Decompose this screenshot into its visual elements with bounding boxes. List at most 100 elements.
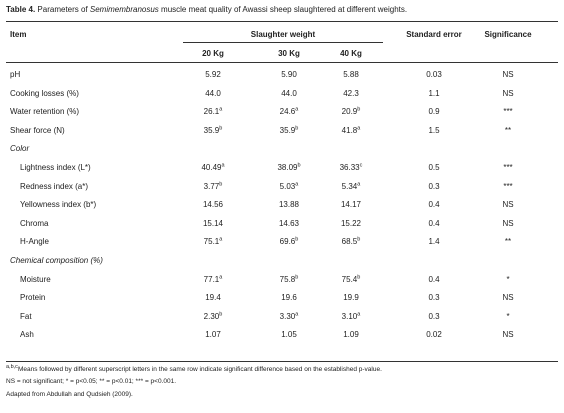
value-30kg: 1.05: [259, 330, 319, 340]
standard-error-value: 0.5: [428, 163, 440, 172]
caption-text-before: Parameters of: [35, 5, 90, 14]
standard-error-value: 0.3: [428, 182, 440, 191]
cell-value: 35.9: [203, 126, 220, 135]
cell-value: 75.4: [341, 275, 358, 284]
value-30kg: 75.8b: [259, 275, 319, 285]
standard-error-value: 1.4: [428, 237, 440, 246]
header-slaughter-weight: Slaughter weight: [250, 30, 316, 39]
table-caption: Table 4. Parameters of Semimembranosus m…: [6, 5, 407, 14]
superscript-letter: a: [219, 274, 223, 281]
cell-value: 44.0: [281, 89, 297, 98]
cell-value: 75.1: [203, 237, 220, 246]
superscript-letter: b: [295, 125, 299, 132]
value-40kg: 19.9: [321, 293, 381, 303]
value-40kg: 75.4b: [321, 275, 381, 285]
top-rule: [6, 21, 558, 22]
significance-value: NS: [502, 330, 514, 339]
cell-value: 14.56: [202, 200, 224, 209]
cell-value: 41.8: [341, 126, 358, 135]
cell-value: 2.30: [203, 312, 220, 321]
significance-value: **: [504, 126, 512, 135]
cell-value: 5.03: [279, 182, 296, 191]
significance-value: **: [504, 237, 512, 246]
value-40kg: 1.09: [321, 330, 381, 340]
cell-value: 35.9: [279, 126, 296, 135]
table-label: Table 4.: [6, 5, 36, 14]
cell-value: 14.17: [340, 200, 362, 209]
value-30kg: 69.6b: [259, 237, 319, 247]
superscript-letter: b: [357, 106, 361, 113]
footnote-line-2: NS = not significant; * = p<0.05; ** = p…: [6, 378, 177, 385]
superscript-letter: b: [295, 274, 299, 281]
value-20kg: 5.92: [183, 70, 243, 80]
significance-value: ***: [503, 163, 513, 172]
value-30kg: 14.63: [259, 219, 319, 229]
cell-value: 3.10: [341, 312, 358, 321]
cell-value: 75.8: [279, 275, 296, 284]
cell-value: 3.77: [203, 182, 220, 191]
value-40kg: 5.34a: [321, 182, 381, 192]
significance-value: NS: [502, 293, 514, 302]
significance-value: ***: [503, 107, 513, 116]
value-20kg: 19.4: [183, 293, 243, 303]
superscript-letter: a: [357, 125, 361, 132]
value-20kg: 1.07: [183, 330, 243, 340]
bottom-rule: [6, 361, 558, 362]
row-label: Shear force (N): [10, 126, 65, 135]
value-30kg: 38.09b: [259, 163, 319, 173]
value-40kg: 3.10a: [321, 312, 381, 322]
superscript-letter: b: [357, 236, 361, 243]
header-significance: Significance: [484, 30, 532, 39]
value-20kg: 35.9b: [183, 126, 243, 136]
superscript-letter: b: [297, 162, 301, 169]
cell-value: 5.90: [281, 70, 297, 79]
value-40kg: 68.5b: [321, 237, 381, 247]
caption-text-after: muscle meat quality of Awassi sheep slau…: [158, 5, 408, 14]
row-label: Chroma: [20, 219, 49, 228]
superscript-letter: a: [295, 311, 299, 318]
standard-error-value: 0.02: [426, 330, 442, 339]
row-label: Redness index (a*): [20, 182, 89, 191]
standard-error-value: 0.4: [428, 200, 440, 209]
cell-value: 1.09: [343, 330, 359, 339]
footnote-superscripts: a,b,cMeans followed by different supersc…: [6, 364, 382, 374]
cell-value: 19.9: [343, 293, 359, 302]
significance-value: ***: [503, 182, 513, 191]
cell-value: 1.05: [281, 330, 297, 339]
value-30kg: 24.6a: [259, 107, 319, 117]
superscript-letter: b: [357, 274, 361, 281]
cell-value: 5.92: [205, 70, 221, 79]
cell-value: 26.1: [203, 107, 220, 116]
cell-value: 42.3: [343, 89, 359, 98]
standard-error-value: 0.4: [428, 219, 440, 228]
row-label: Fat: [20, 312, 32, 321]
value-30kg: 3.30a: [259, 312, 319, 322]
row-label: Lightness index (L*): [20, 163, 91, 172]
cell-value: 20.9: [341, 107, 358, 116]
row-label: Yellowness index (b*): [20, 200, 97, 209]
value-40kg: 5.88: [321, 70, 381, 80]
cell-value: 77.1: [203, 275, 220, 284]
section-heading: Color: [10, 144, 30, 153]
standard-error-value: 0.3: [428, 293, 440, 302]
value-40kg: 20.9b: [321, 107, 381, 117]
significance-value: NS: [502, 200, 514, 209]
caption-species: Semimembranosus: [89, 5, 159, 14]
superscript-letter: a: [295, 181, 299, 188]
cell-value: 15.14: [202, 219, 224, 228]
value-40kg: 36.33c: [321, 163, 381, 173]
cell-value: 1.07: [205, 330, 221, 339]
superscript-letter: a: [357, 311, 361, 318]
value-30kg: 5.90: [259, 70, 319, 80]
standard-error-value: 0.03: [426, 70, 442, 79]
value-20kg: 44.0: [183, 89, 243, 99]
value-30kg: 13.88: [259, 200, 319, 210]
footnote-line-1: Means followed by different superscript …: [17, 366, 382, 373]
row-label: pH: [10, 70, 21, 79]
row-label: Moisture: [20, 275, 51, 284]
cell-value: 40.49: [201, 163, 222, 172]
cell-value: 69.6: [279, 237, 296, 246]
standard-error-value: 1.1: [428, 89, 440, 98]
superscript-letter: b: [219, 125, 223, 132]
superscript-letter: a: [295, 106, 299, 113]
